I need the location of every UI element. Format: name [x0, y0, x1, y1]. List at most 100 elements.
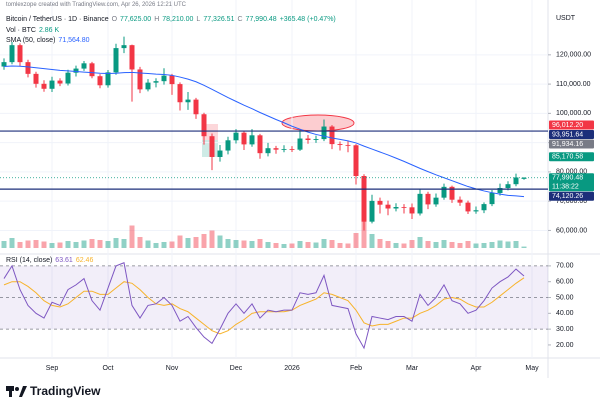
candle-body [18, 45, 23, 62]
candle-body [66, 73, 71, 84]
volume-bar [74, 242, 79, 248]
candle-body [226, 140, 231, 150]
volume-bar [98, 240, 103, 248]
legend-name: RSI (14, close) [6, 257, 52, 264]
candle-body [394, 207, 399, 208]
y-tick-label: 60,000.00 [556, 227, 587, 234]
candle-body [26, 62, 31, 74]
volume-bar [514, 241, 519, 248]
price-label: 77,990.48 [552, 175, 583, 182]
legend-row: Vol · BTC2.86 K [6, 27, 62, 34]
volume-bar [170, 242, 175, 249]
volume-bar [386, 241, 391, 248]
candle-body [458, 200, 463, 203]
x-tick-label: Dec [230, 365, 243, 372]
highlight-ellipse [282, 115, 354, 131]
volume-bar [18, 242, 23, 248]
candle-body [202, 114, 207, 136]
volume-bar [138, 237, 143, 248]
volume-bar [346, 244, 351, 249]
volume-bar [338, 243, 343, 248]
logo-text: TradingView [30, 384, 101, 398]
candle-body [474, 210, 479, 211]
volume-bar [290, 244, 295, 249]
candle-body [378, 201, 383, 205]
legend-value: 62.46 [76, 257, 94, 264]
candle-body [402, 207, 407, 208]
volume-bar [2, 241, 7, 248]
candle-body [330, 127, 335, 145]
volume-bar [354, 233, 359, 248]
volume-bar [506, 242, 511, 249]
ohlc-value: 78,210.00 [162, 16, 193, 23]
candle-body [282, 149, 287, 150]
y-tick-label: 110,000.00 [556, 81, 591, 88]
candle-body [290, 149, 295, 150]
volume-bar [186, 238, 191, 248]
volume-bar [202, 234, 207, 248]
volume-bar [490, 242, 495, 248]
candle-body [210, 136, 215, 157]
volume-bar [114, 238, 119, 248]
logo-shape [6, 386, 14, 391]
volume-bar [122, 239, 127, 248]
ohlc-key: C [237, 16, 242, 23]
price-label: 96,012.20 [552, 122, 583, 129]
candle-body [162, 76, 167, 82]
candle-body [42, 84, 47, 89]
x-tick-label: Mar [406, 365, 419, 372]
volume-bar [322, 239, 327, 248]
volume-bar [154, 243, 159, 248]
candle-body [106, 72, 111, 85]
x-tick-label: Oct [103, 365, 114, 372]
candle-body [490, 193, 495, 204]
y-tick-label: 20.00 [556, 342, 574, 349]
volume-bar [466, 241, 471, 248]
legend-row: RSI (14, close)63.6162.46 [6, 257, 96, 264]
volume-bar [234, 240, 239, 248]
legend-value: 63.61 [55, 257, 73, 264]
volume-bar [394, 243, 399, 248]
candle-body [354, 145, 359, 176]
ohlc-key: L [196, 16, 200, 23]
volume-bar [482, 243, 487, 248]
candle-body [122, 45, 127, 48]
volume-bar [34, 240, 39, 248]
y-tick-label: 50.00 [556, 294, 574, 301]
legend-name: SMA (50, close) [6, 37, 55, 44]
candle-body [186, 100, 191, 103]
volume-bar [314, 243, 319, 249]
candle-body [98, 76, 103, 85]
candle-body [218, 151, 223, 157]
candle-body [154, 81, 159, 82]
x-tick-label: 2026 [284, 365, 300, 372]
candle-body [170, 76, 175, 84]
volume-bar [266, 242, 271, 248]
volume-bar [298, 241, 303, 248]
volume-bar [378, 239, 383, 248]
y-tick-label: 70.00 [556, 263, 574, 270]
candle-body [266, 148, 271, 153]
candle-body [418, 194, 423, 214]
candle-body [386, 205, 391, 209]
ohlc-key: O [112, 16, 117, 23]
x-tick-label: Sep [46, 365, 59, 372]
volume-bar [474, 244, 479, 249]
volume-bar [370, 234, 375, 248]
x-tick-label: Nov [166, 365, 179, 372]
candle-body [298, 139, 303, 150]
logo-shape [9, 391, 12, 397]
countdown-label: 11:38:22 [552, 184, 579, 191]
candle-body [434, 198, 439, 205]
candle-body [426, 194, 431, 205]
price-label: 85,170.58 [552, 154, 583, 161]
volume-bar [258, 239, 263, 248]
candle-body [514, 177, 519, 184]
candle-body [90, 63, 95, 76]
volume-bar [106, 241, 111, 248]
x-tick-label: Feb [350, 365, 362, 372]
candle-body [362, 176, 367, 222]
ohlc-value: 77,625.00 [120, 16, 151, 23]
